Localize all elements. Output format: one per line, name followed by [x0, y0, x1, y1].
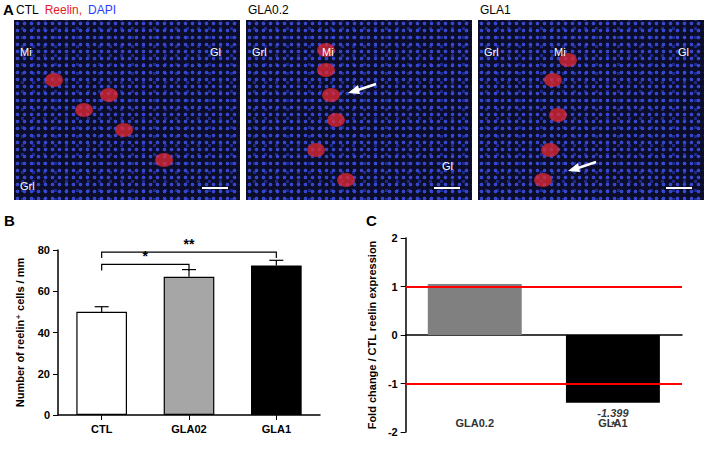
- svg-text:40: 40: [38, 327, 50, 339]
- svg-text:**: **: [184, 236, 195, 252]
- html-text:Grl: Grl: [252, 46, 267, 58]
- svg-text:GLA1: GLA1: [262, 423, 291, 435]
- svg-text:1: 1: [392, 281, 398, 293]
- html-text:Gl: Gl: [678, 46, 689, 58]
- html-text:C: C: [366, 212, 377, 229]
- html-text:A: A: [3, 1, 14, 18]
- html-text:B: B: [4, 212, 15, 229]
- html-text:GLA0.2: GLA0.2: [248, 3, 289, 17]
- svg-text:*: *: [611, 419, 616, 431]
- svg-text:-2: -2: [388, 426, 398, 438]
- html-text:Grl: Grl: [484, 46, 499, 58]
- svg-text:-1.399: -1.399: [597, 407, 629, 419]
- svg-text:Number of reelin⁺ cells / mm: Number of reelin⁺ cells / mm: [14, 258, 26, 408]
- html-text:GLA1: GLA1: [480, 3, 511, 17]
- html-text:Mi: Mi: [20, 46, 32, 58]
- html-text:Mi: Mi: [554, 46, 566, 58]
- html-text:Gl: Gl: [442, 160, 453, 172]
- svg-text:0: 0: [44, 409, 50, 421]
- html-text:Grl: Grl: [20, 180, 35, 192]
- html-text:DAPI: DAPI: [88, 3, 116, 17]
- svg-text:GLA0.2: GLA0.2: [456, 417, 495, 429]
- svg-text:60: 60: [38, 285, 50, 297]
- svg-text:-1: -1: [388, 378, 398, 390]
- html-text:Mi: Mi: [322, 46, 334, 58]
- html-text:Gl: Gl: [210, 46, 221, 58]
- svg-text:GLA02: GLA02: [171, 423, 206, 435]
- svg-text:20: 20: [38, 368, 50, 380]
- svg-text:0: 0: [392, 329, 398, 341]
- svg-text:Fold change / CTL reelin expre: Fold change / CTL reelin expression: [366, 240, 378, 429]
- svg-text:2: 2: [392, 232, 398, 244]
- svg-text:80: 80: [38, 244, 50, 256]
- svg-text:*: *: [143, 248, 149, 264]
- svg-text:CTL: CTL: [91, 423, 113, 435]
- html-text:Reelin,: Reelin,: [44, 3, 82, 17]
- html-text:CTL: CTL: [16, 3, 39, 17]
